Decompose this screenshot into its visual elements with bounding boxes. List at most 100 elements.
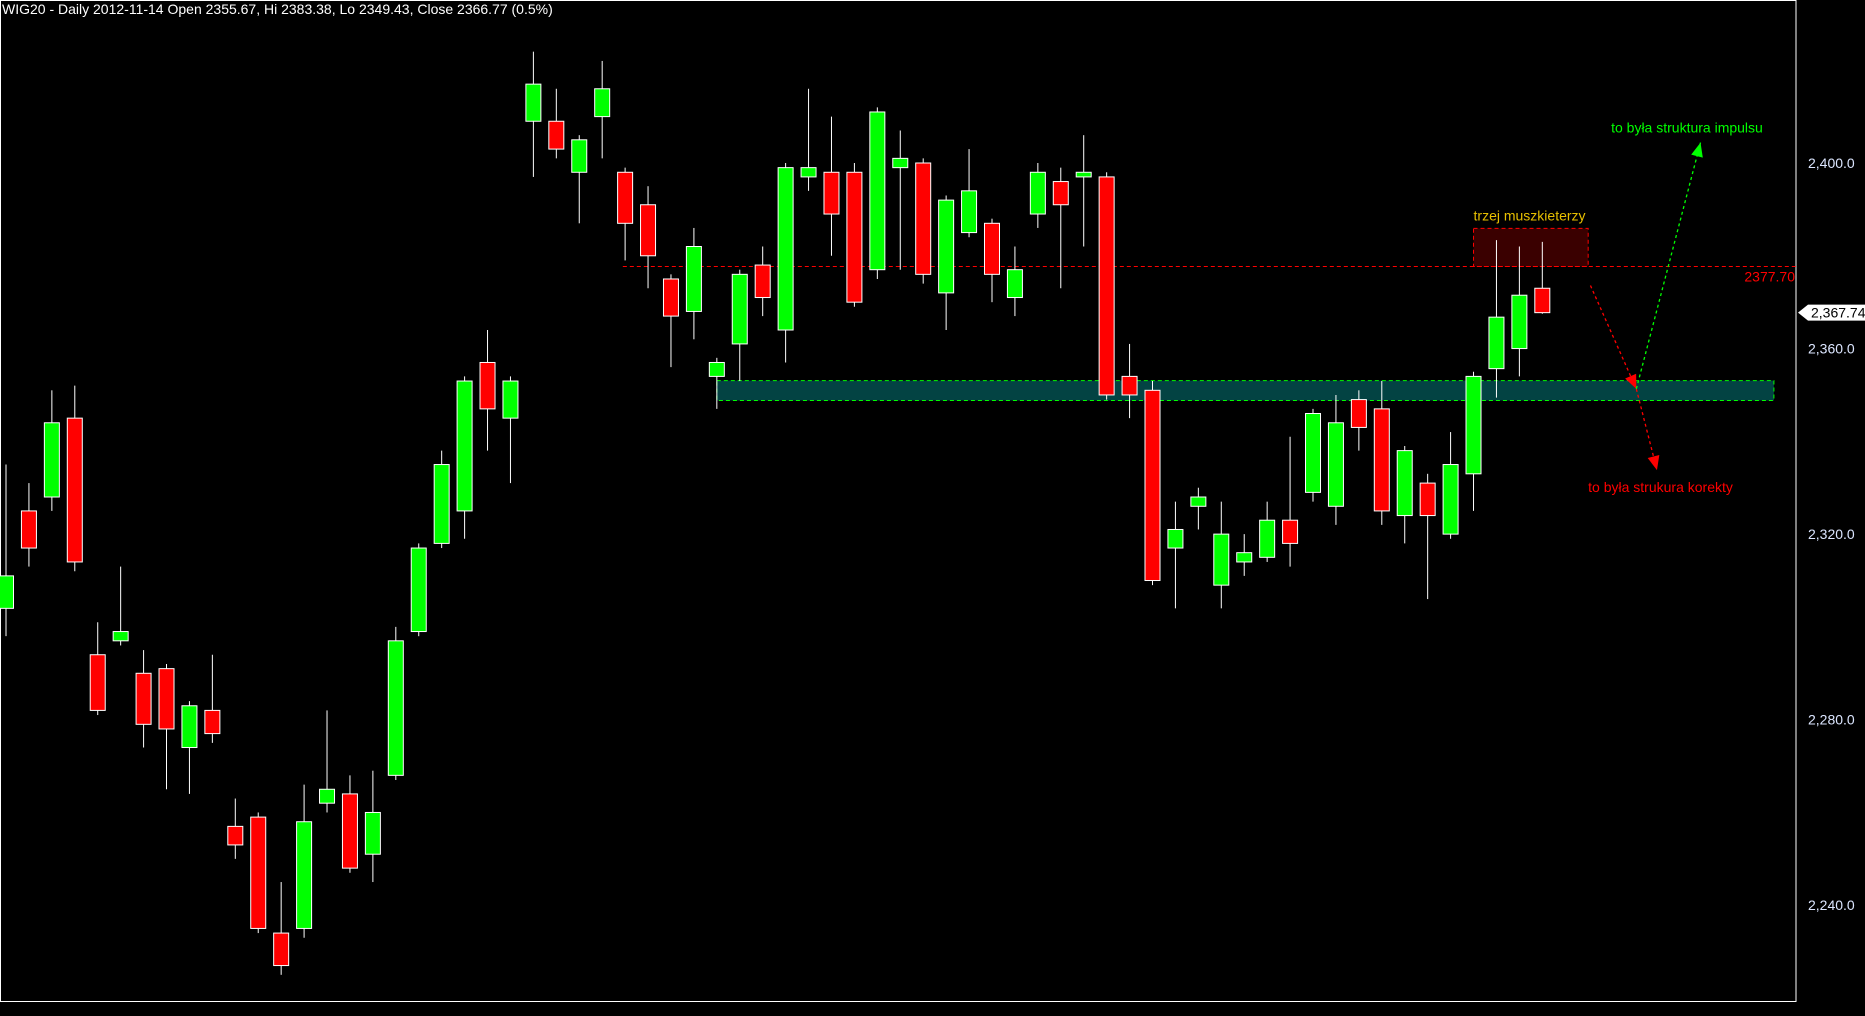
candle — [1006, 246, 1023, 317]
candle — [341, 775, 358, 873]
candle — [961, 149, 978, 238]
chart-title: WIG20 - Daily 2012-11-14 Open 2355.67, H… — [2, 1, 553, 17]
candle-body — [20, 510, 37, 549]
candle-body — [525, 83, 542, 122]
candle-body — [1006, 269, 1023, 299]
candle — [66, 385, 83, 572]
candle — [662, 274, 679, 368]
y-tick-label: 2,240.0 — [1808, 897, 1855, 913]
candle — [594, 60, 611, 159]
candle — [640, 186, 657, 289]
candle-body — [1327, 422, 1344, 507]
candle-body — [1144, 389, 1161, 582]
candle-body — [0, 575, 14, 609]
candle-body — [410, 547, 427, 633]
candle-body — [273, 932, 290, 967]
candle-body — [296, 821, 313, 929]
y-tick-label: 2,320.0 — [1808, 526, 1855, 542]
candle — [296, 784, 313, 938]
correction-arrow-2 — [1635, 388, 1658, 471]
correction-arrow-2-head — [1647, 455, 1660, 471]
candle — [1488, 240, 1505, 398]
candle-body — [662, 278, 679, 317]
candle-body — [204, 709, 221, 735]
candle-body — [640, 204, 657, 257]
candle-body — [1029, 171, 1046, 215]
candle-body — [135, 672, 152, 725]
correction-arrow-1-head — [1625, 373, 1637, 389]
candle-body — [387, 640, 404, 776]
candle — [250, 812, 267, 934]
candle — [1098, 172, 1115, 400]
candle-body — [181, 705, 198, 749]
candle-body — [1465, 375, 1482, 475]
candle-body — [800, 167, 817, 178]
y-tick-label: 2,360.0 — [1808, 341, 1855, 357]
plot-border — [0, 0, 1797, 1002]
candle — [387, 626, 404, 780]
candle-body — [1167, 528, 1184, 549]
candle — [915, 158, 932, 284]
candle-body — [250, 816, 267, 929]
candle-body — [1121, 375, 1138, 396]
candle-body — [364, 811, 381, 855]
candle — [1373, 381, 1390, 525]
candle — [1419, 473, 1436, 600]
candle — [20, 483, 37, 567]
candle — [1442, 432, 1459, 539]
candle-body — [1075, 171, 1092, 178]
candle — [319, 710, 336, 813]
candle-body — [1213, 533, 1230, 586]
candle-body — [1396, 450, 1413, 517]
candle — [1327, 394, 1344, 525]
candle-body — [433, 464, 450, 544]
candle-body — [708, 361, 725, 377]
support-zone — [716, 380, 1775, 402]
candle — [135, 650, 152, 748]
candle-body — [754, 264, 771, 299]
candle — [731, 269, 748, 382]
candle — [1305, 408, 1322, 502]
candle — [181, 701, 198, 794]
three-musketeers-box — [1473, 227, 1589, 267]
candle — [433, 450, 450, 549]
candle-body — [594, 88, 611, 118]
candle-body — [1236, 552, 1253, 563]
candle — [548, 88, 565, 159]
correction-arrow-1 — [1589, 285, 1637, 390]
candle — [1511, 246, 1528, 377]
candle — [1052, 167, 1069, 289]
candle — [892, 130, 909, 270]
candle — [456, 376, 473, 539]
candle — [204, 654, 221, 743]
candle-body — [227, 825, 244, 846]
candle-body — [502, 380, 519, 419]
candle-body — [43, 422, 60, 498]
candle — [525, 51, 542, 177]
candle — [1029, 163, 1046, 228]
candle-body — [915, 162, 932, 275]
candle — [823, 116, 840, 256]
candle — [1213, 501, 1230, 609]
candle — [479, 330, 496, 451]
candle — [502, 376, 519, 484]
candle — [685, 227, 702, 340]
candle — [1350, 390, 1367, 451]
candle — [983, 218, 1000, 303]
candle-body — [1259, 519, 1276, 558]
three-musketeers-label: trzej muszkieterzy — [1474, 207, 1586, 223]
candle — [754, 246, 771, 317]
candle-body — [846, 171, 863, 303]
candle-body — [456, 380, 473, 512]
candle — [0, 464, 14, 637]
candle — [158, 664, 175, 790]
candle-body — [731, 273, 748, 345]
candle-body — [319, 788, 336, 804]
candle-body — [983, 222, 1000, 275]
candle — [273, 882, 290, 975]
candle — [800, 88, 817, 191]
impulse-arrow-head — [1691, 142, 1703, 158]
candle-body — [341, 793, 358, 869]
candle-body — [617, 171, 634, 224]
